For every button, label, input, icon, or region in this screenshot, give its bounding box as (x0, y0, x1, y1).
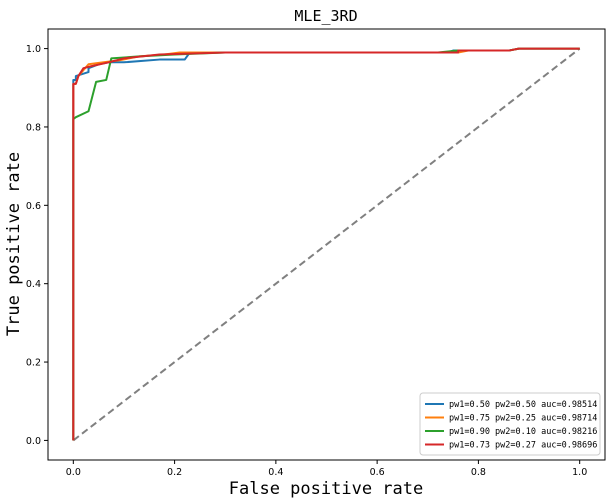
plot-area (72, 47, 581, 442)
axes: 0.0 0.2 0.4 0.6 0.8 1.0 0.0 0.2 0.4 0.6 0.8 1.0 (26, 28, 606, 478)
legend-label-1: pw1=0.50 pw2=0.50 auc=0.98514 (449, 400, 597, 410)
roc-series-line-4 (72, 47, 580, 441)
plot-frame (47, 28, 606, 461)
x-axis-label: False positive rate (229, 479, 423, 499)
y-tick-label: 1.0 (26, 44, 41, 55)
legend: pw1=0.50 pw2=0.50 auc=0.98514 pw1=0.75 pw… (419, 392, 601, 456)
y-tick-label: 0.2 (26, 358, 41, 369)
legend-label-2: pw1=0.75 pw2=0.25 auc=0.98714 (449, 414, 597, 424)
chart-title: MLE_3RD (294, 7, 357, 25)
x-tick-label: 1.0 (572, 467, 587, 478)
y-tick-label: 0.8 (26, 122, 41, 133)
legend-label-4: pw1=0.73 pw2=0.27 auc=0.98696 (449, 441, 597, 451)
legend-box (419, 392, 601, 456)
x-tick-label: 0.4 (268, 467, 283, 478)
y-tick-label: 0.6 (26, 201, 41, 212)
legend-label-3: pw1=0.90 pw2=0.10 auc=0.98216 (449, 427, 597, 437)
x-tick-label: 0.6 (370, 467, 385, 478)
y-axis-label: True positive rate (4, 152, 24, 336)
y-tick-label: 0.4 (26, 279, 41, 290)
x-tick-label: 0.2 (167, 467, 182, 478)
x-tick-label: 0.8 (471, 467, 486, 478)
y-tick-label: 0.0 (26, 436, 41, 447)
x-tick-label: 0.0 (66, 467, 81, 478)
reference-diagonal-line (72, 47, 581, 442)
